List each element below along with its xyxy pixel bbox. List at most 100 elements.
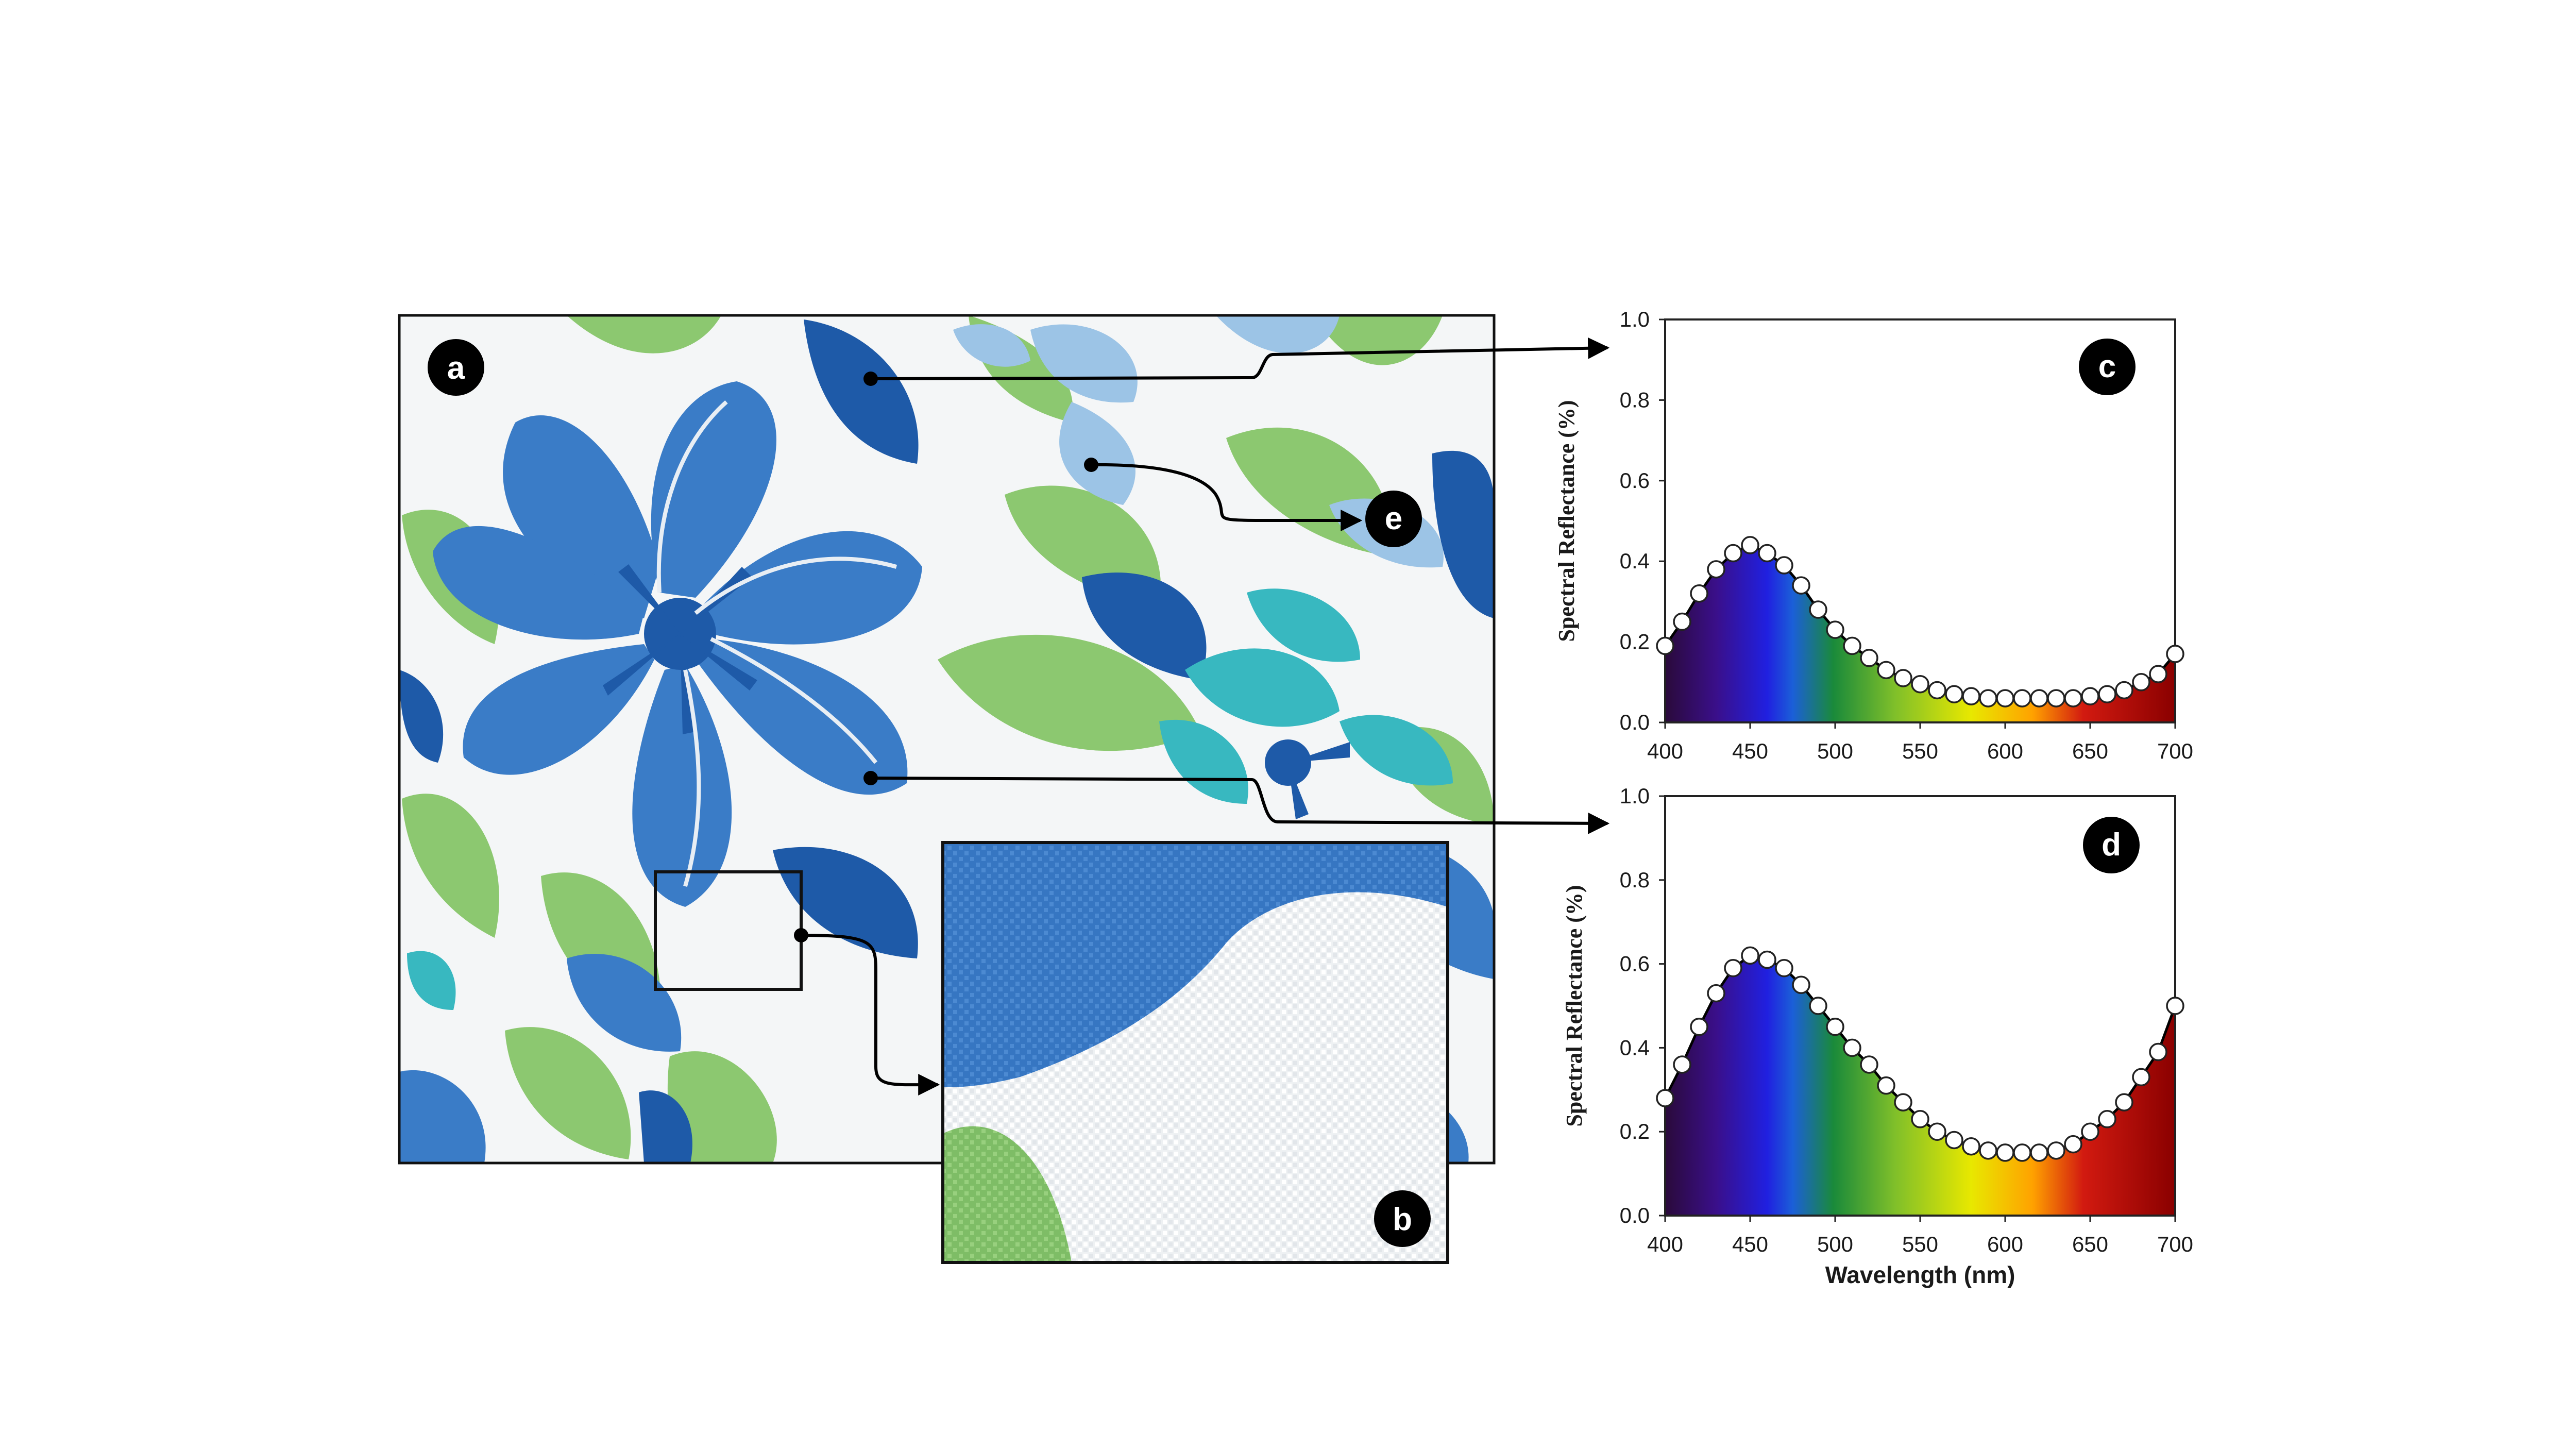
- chart-c-ticks: 400 450 500 550 600 650 700 0.0 0.2 0.4 0.6 0.8 1.0: [1620, 307, 2193, 763]
- chart-d-area: [1665, 955, 2175, 1216]
- badge-b-label: b: [1393, 1202, 1412, 1237]
- chart-c-spectrum-fill: [1665, 545, 2175, 722]
- leader-lines: [801, 337, 1610, 1096]
- chart-c-point: [1945, 685, 1963, 704]
- chart-d-point: [1911, 1110, 1929, 1128]
- chart-d-point: [2064, 1135, 2082, 1154]
- chart-c-x-tick-label: 650: [2072, 739, 2108, 763]
- chart-c-point: [1979, 689, 1997, 707]
- chart-c-point: [1911, 675, 1929, 694]
- chart-d-point: [1979, 1141, 1997, 1160]
- chart-c-point: [1673, 612, 1691, 631]
- chart-c-x-tick-label: 500: [1817, 739, 1853, 763]
- badge-d-label: d: [2102, 827, 2121, 863]
- chart-d-y-tick-label: 0.8: [1620, 868, 1650, 892]
- teal-flower: [407, 588, 1453, 1010]
- chart-d-point: [2098, 1110, 2116, 1128]
- chart-d-x-tick-label: 550: [1902, 1232, 1938, 1256]
- chart-c-x-tick-label: 600: [1987, 739, 2023, 763]
- chart-c-point: [2149, 665, 2167, 683]
- chart-c-y-tick-label: 1.0: [1620, 307, 1650, 331]
- chart-d-point: [1792, 975, 1810, 995]
- chart-c-point: [2013, 689, 2031, 707]
- chart-c-point: [2030, 689, 2048, 707]
- chart-d-point: [1843, 1038, 1861, 1057]
- leader-dot-d: [863, 771, 878, 785]
- chart-d-x-tick-label: 400: [1647, 1232, 1683, 1256]
- chart-c-point: [1707, 560, 1725, 579]
- zoom-green-area: [943, 1126, 1072, 1262]
- chart-d-point: [2149, 1042, 2167, 1062]
- chart-d-x-tick-label: 600: [1987, 1232, 2023, 1256]
- leader-to-b: [801, 934, 940, 1096]
- chart-d-point: [1741, 946, 1759, 965]
- chart-d-point: [2115, 1093, 2133, 1111]
- chart-d-y-tick-label: 1.0: [1620, 784, 1650, 808]
- chart-d-x-tick-label: 700: [2157, 1232, 2193, 1256]
- chart-d-point: [1724, 958, 1742, 978]
- chart-d: 400 450 500 550 600 650 7000.00.20.40.60.81.0 …: [1562, 784, 2193, 1288]
- chart-d-spectrum-fill: [1665, 955, 2175, 1216]
- chart-c-point: [1843, 636, 1861, 655]
- chart-c-x-tick-label: 450: [1732, 739, 1768, 763]
- chart-c-point: [1741, 536, 1759, 554]
- chart-d-ticks: 400 450 500 550 600 650 700 0.0 0.2 0.4 0.6 0.8 1.0: [1620, 784, 2193, 1256]
- badge-e: e: [1365, 491, 1422, 547]
- chart-d-xlabel: Wavelength (nm): [1825, 1261, 2015, 1288]
- chart-c-point: [1758, 544, 1776, 563]
- chart-c-point: [1792, 576, 1810, 595]
- leader-to-c: [870, 337, 1610, 380]
- navy-shapes: [399, 319, 1494, 1163]
- chart-c-x-tick-label: 400: [1647, 739, 1683, 763]
- chart-d-point: [1809, 997, 1827, 1015]
- badge-c: c: [2079, 339, 2136, 395]
- chart-d-point: [1707, 984, 1725, 1003]
- zoom-inset-border: [941, 841, 1449, 1264]
- chart-c-y-tick-label: 0.0: [1620, 710, 1650, 734]
- flower-veins: [656, 400, 897, 887]
- chart-c-point: [2064, 689, 2082, 707]
- chart-d-point: [1996, 1143, 2014, 1162]
- chart-c-point: [2098, 685, 2116, 704]
- chart-c-y-tick-label: 0.2: [1620, 630, 1650, 654]
- chart-d-point: [1826, 1017, 1844, 1036]
- chart-c-point: [2047, 689, 2065, 707]
- zoom-inset: [943, 843, 1448, 1262]
- leader-to-d: [870, 777, 1610, 834]
- chart-c-point: [2081, 687, 2099, 705]
- chart-d-points: [1656, 946, 2184, 1162]
- chart-d-point: [2013, 1143, 2031, 1162]
- chart-d-x-tick-label: 650: [2072, 1232, 2108, 1256]
- chart-c-point: [2115, 681, 2133, 700]
- chart-c-point: [1962, 687, 1980, 705]
- chart-d-point: [1894, 1093, 1912, 1111]
- chart-c-points: [1656, 536, 2184, 707]
- chart-c-x-tick-label: 700: [2157, 739, 2193, 763]
- chart-d-point: [1877, 1076, 1895, 1095]
- chart-c-area: [1665, 545, 2175, 722]
- chart-d-point: [1962, 1137, 1980, 1156]
- chart-d-x-tick-label: 500: [1817, 1232, 1853, 1256]
- chart-c-point: [1724, 544, 1742, 563]
- chart-d-y-tick-label: 0.0: [1620, 1203, 1650, 1227]
- chart-c-point: [1877, 661, 1895, 680]
- leader-dots: [794, 372, 1098, 942]
- chart-c-point: [1860, 649, 1878, 667]
- chart-d-x-tick-label: 450: [1732, 1232, 1768, 1256]
- chart-c-x-tick-label: 550: [1902, 739, 1938, 763]
- leader-dot-c: [863, 372, 878, 386]
- chart-c-point: [1690, 584, 1708, 603]
- chart-d-point: [1690, 1017, 1708, 1036]
- chart-d-point: [2030, 1143, 2048, 1162]
- chart-c-point: [1894, 669, 1912, 687]
- badge-a: a: [428, 339, 484, 396]
- chart-d-y-tick-label: 0.2: [1620, 1119, 1650, 1143]
- chart-d-point: [1673, 1055, 1691, 1074]
- badge-a-label: a: [447, 350, 465, 386]
- chart-c-y-tick-label: 0.6: [1620, 468, 1650, 493]
- chart-c-point: [1656, 636, 1674, 655]
- chart-d-point: [2166, 997, 2184, 1015]
- leader-dot-e: [1084, 458, 1098, 472]
- chart-d-point: [1758, 950, 1776, 969]
